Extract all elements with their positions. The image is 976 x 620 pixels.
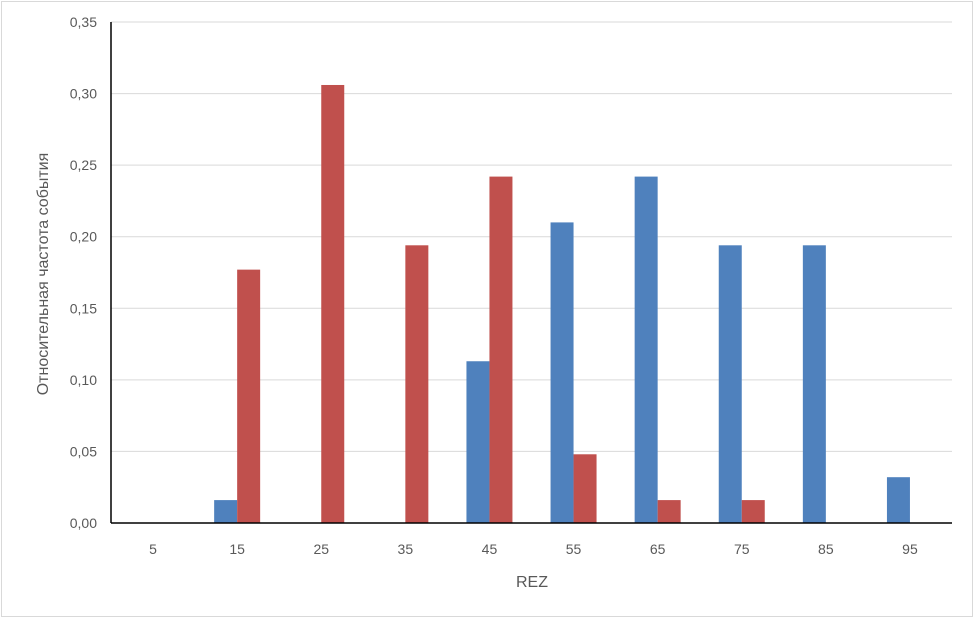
bar-series-1-75 [718, 245, 742, 523]
x-tick-labels: 5 15 25 35 45 55 65 75 85 95 [149, 541, 918, 557]
y-tick-label: 0,15 [70, 300, 97, 316]
y-tick-label: 0,00 [70, 515, 97, 531]
bar-series-1-95 [886, 477, 910, 523]
x-axis-title: REZ [516, 574, 548, 591]
x-tick-label: 5 [149, 541, 157, 557]
x-tick-label: 65 [650, 541, 666, 557]
bar-series-2-55 [573, 454, 597, 523]
y-tick-label: 0,35 [70, 14, 97, 30]
y-axis-title: Относительная частота события [35, 153, 52, 396]
bars [214, 84, 910, 524]
bar-series-1-65 [634, 176, 658, 523]
x-tick-label: 95 [902, 541, 918, 557]
bar-series-2-65 [657, 500, 681, 523]
bar-series-2-45 [489, 176, 513, 523]
bar-series-1-85 [802, 245, 826, 523]
x-tick-label: 75 [734, 541, 750, 557]
y-tick-label: 0,25 [70, 157, 97, 173]
bar-series-2-25 [321, 84, 345, 524]
x-tick-label: 25 [313, 541, 329, 557]
x-tick-label: 45 [482, 541, 498, 557]
y-tick-label: 0,10 [70, 372, 97, 388]
bar-series-2-15 [237, 269, 261, 523]
bar-series-1-15 [214, 500, 238, 523]
x-tick-label: 85 [818, 541, 834, 557]
y-tick-label: 0,30 [70, 86, 97, 102]
bar-series-2-75 [741, 500, 765, 523]
y-tick-label: 0,05 [70, 443, 97, 459]
bar-series-1-55 [550, 222, 574, 523]
x-tick-label: 55 [566, 541, 582, 557]
y-tick-label: 0,20 [70, 229, 97, 245]
x-tick-label: 35 [398, 541, 414, 557]
y-tick-labels: 0,00 0,05 0,10 0,15 0,20 0,25 0,30 0,35 [70, 14, 97, 531]
bar-series-1-45 [466, 361, 490, 523]
x-tick-label: 15 [229, 541, 245, 557]
bar-series-2-35 [405, 245, 429, 523]
